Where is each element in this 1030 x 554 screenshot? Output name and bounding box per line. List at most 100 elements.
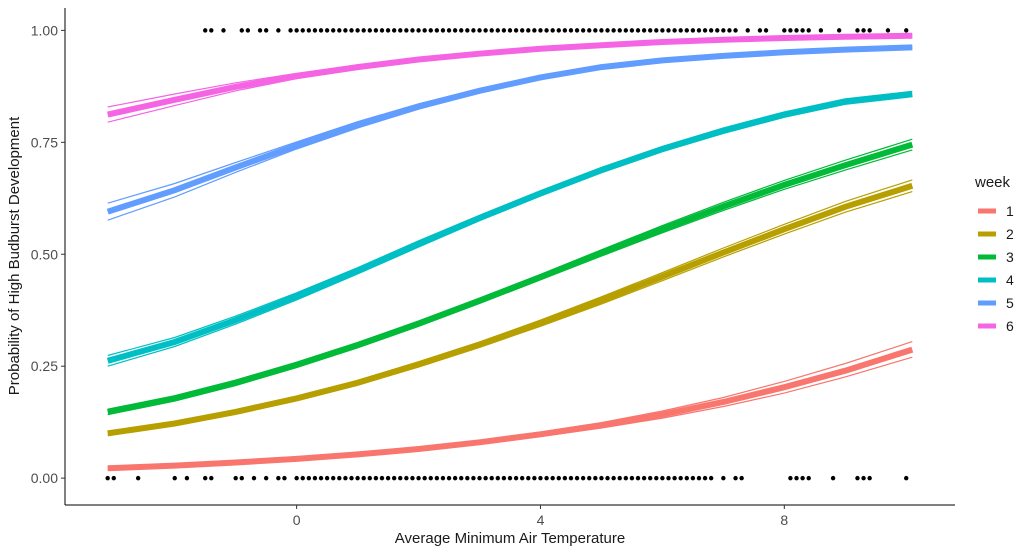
series-line: [107, 141, 914, 415]
observation-point: [434, 28, 440, 33]
observation-point: [459, 475, 464, 481]
observation-point: [294, 28, 299, 33]
observation-point: [288, 28, 293, 33]
observation-point: [361, 475, 366, 481]
observation-point: [263, 475, 269, 481]
observation-point: [513, 475, 519, 481]
observation-point: [343, 475, 348, 481]
observation-point: [331, 28, 336, 33]
observation-point: [324, 475, 330, 481]
observation-point: [355, 475, 360, 481]
observation-point: [562, 28, 568, 33]
observation-point: [245, 28, 251, 33]
observation-point: [641, 475, 647, 481]
observation-point: [239, 475, 244, 481]
observation-point: [855, 475, 860, 481]
observation-point: [203, 28, 208, 33]
observation-point: [806, 475, 811, 481]
series-line: [107, 182, 914, 437]
observation-point: [343, 28, 348, 33]
observation-point: [696, 475, 702, 481]
observation-point: [782, 28, 787, 33]
y-axis-ticks: 0.00 0.25 0.50 0.75 1.00: [31, 22, 65, 486]
observation-point: [519, 475, 525, 481]
observation-point: [666, 28, 671, 33]
observation-point: [806, 28, 811, 33]
observation-point: [300, 475, 305, 481]
y-axis-title: Probability of High Budburst Development: [6, 116, 23, 395]
observation-point: [519, 28, 525, 33]
observation-point: [251, 475, 257, 481]
observation-point: [367, 475, 372, 481]
observation-point: [209, 475, 214, 481]
observation-point: [324, 28, 330, 33]
observation-point: [465, 28, 470, 33]
observation-point: [263, 28, 269, 33]
observation-point: [440, 28, 446, 33]
observation-point: [788, 475, 793, 481]
observation-point: [538, 475, 543, 481]
observation-point: [574, 475, 580, 481]
observation-point: [556, 475, 561, 481]
observation-point: [221, 28, 226, 33]
observation-point: [574, 28, 580, 33]
observation-point: [587, 475, 592, 481]
observation-point: [294, 475, 299, 481]
observation-point: [757, 28, 763, 33]
observation-point: [763, 28, 769, 33]
observation-point: [471, 475, 476, 481]
observation-point: [416, 475, 421, 481]
observation-point: [861, 28, 866, 33]
observation-point: [489, 28, 494, 33]
observation-point: [672, 475, 677, 481]
series-week-2: [107, 179, 914, 437]
x-tick-label: 8: [780, 512, 788, 528]
series-lower-bound: [107, 149, 913, 416]
observation-point: [446, 475, 452, 481]
observation-point: [507, 475, 513, 481]
observation-point: [526, 475, 531, 481]
y-tick-label: 0.25: [31, 358, 58, 374]
observation-point: [641, 28, 647, 33]
observation-point: [276, 475, 281, 481]
observation-point: [550, 475, 555, 481]
legend-label: 1: [1006, 203, 1014, 219]
series-lines: [106, 32, 914, 472]
observation-point: [617, 475, 622, 481]
observation-point: [233, 475, 238, 481]
observation-point: [465, 475, 470, 481]
observation-points: [105, 28, 909, 481]
observation-point: [410, 28, 415, 33]
observation-point: [440, 475, 446, 481]
observation-point: [312, 28, 318, 33]
observation-point: [836, 28, 842, 33]
legend-item: 1: [978, 203, 1014, 219]
observation-point: [544, 28, 549, 33]
legend-title: week: [974, 174, 1011, 191]
observation-point: [885, 28, 891, 33]
series-upper-bound: [107, 341, 913, 468]
observation-point: [434, 475, 440, 481]
observation-point: [331, 475, 336, 481]
observation-point: [471, 28, 476, 33]
observation-point: [422, 475, 427, 481]
observation-point: [184, 475, 190, 481]
observation-point: [605, 475, 610, 481]
observation-point: [715, 28, 720, 33]
observation-point: [373, 475, 379, 481]
observation-point: [477, 475, 482, 481]
observation-point: [733, 475, 738, 481]
observation-point: [696, 28, 702, 33]
observation-point: [501, 28, 507, 33]
observation-point: [708, 475, 714, 481]
observation-point: [708, 28, 714, 33]
observation-point: [733, 28, 738, 33]
observation-point: [495, 28, 501, 33]
observation-point: [385, 28, 391, 33]
observation-point: [654, 475, 659, 481]
observation-point: [489, 475, 494, 481]
observation-point: [568, 475, 574, 481]
observation-point: [428, 475, 433, 481]
observation-point: [861, 475, 866, 481]
observation-point: [672, 28, 677, 33]
